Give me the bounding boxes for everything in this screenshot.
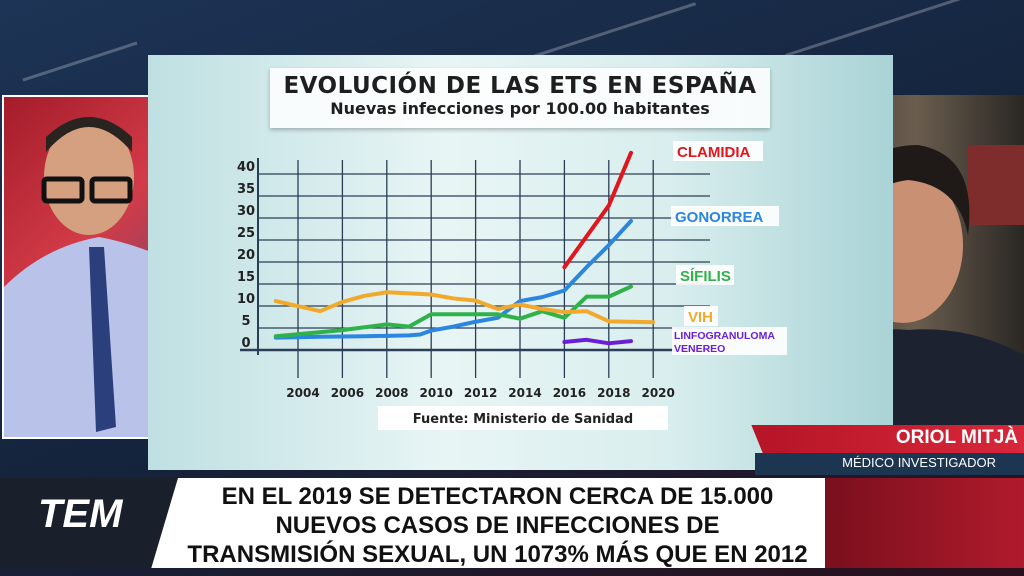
y-tick-label: 40	[237, 160, 255, 175]
headline-line: TRANSMISIÓN SEXUAL, UN 1073% MÁS QUE EN …	[187, 541, 808, 568]
series-line-clamidia	[562, 150, 633, 270]
series-label: GONORREA	[675, 209, 764, 226]
series-label-box	[676, 265, 734, 285]
guest-role: MÉDICO INVESTIGADOR	[842, 455, 996, 470]
series-label: SÍFILIS	[680, 268, 731, 285]
source-box	[378, 406, 668, 430]
series-label: LINFOGRANULOMA	[674, 330, 775, 342]
grid	[240, 158, 710, 378]
y-tick-label: 25	[237, 226, 255, 241]
series-line-vih	[273, 290, 656, 325]
series-label-box	[684, 306, 718, 326]
y-tick-label: 30	[237, 204, 255, 219]
y-tick-label: 15	[237, 270, 255, 285]
banner-accent	[825, 478, 1024, 568]
y-tick-label: 5	[241, 314, 250, 329]
series-label-box	[672, 327, 787, 355]
role-bar	[755, 453, 1024, 475]
x-tick-label: 2004	[286, 386, 319, 400]
x-tick-label: 2014	[508, 386, 541, 400]
channel-logo: TEM	[0, 478, 178, 568]
series-label: VIH	[688, 309, 713, 326]
x-tick-label: 2012	[464, 386, 497, 400]
guest-name: ORIOL MITJÀ	[895, 427, 1018, 448]
x-tick-label: 2010	[419, 386, 452, 400]
headline-line: EN EL 2019 SE DETECTARON CERCA DE 15.000	[221, 483, 774, 510]
y-tick-label: 20	[237, 248, 255, 263]
headline-banner: EN EL 2019 SE DETECTARON CERCA DE 15.000…	[0, 478, 1024, 568]
series-label: VENEREO	[674, 343, 725, 355]
series-line-linfogranuloma-venereo	[562, 337, 633, 346]
headline: EN EL 2019 SE DETECTARON CERCA DE 15.000…	[150, 478, 825, 568]
logo-text: TEM	[38, 492, 123, 536]
y-tick-label: 35	[237, 182, 255, 197]
x-tick-label: 2008	[375, 386, 408, 400]
chart-title: EVOLUCIÓN DE LAS ETS EN ESPAÑA	[283, 73, 757, 99]
chart-title-box: EVOLUCIÓN DE LAS ETS EN ESPAÑA Nuevas in…	[270, 68, 770, 128]
x-tick-label: 2016	[553, 386, 586, 400]
y-tick-label: 10	[237, 292, 255, 307]
series-label-box	[673, 141, 763, 161]
series-line-sífilis	[273, 284, 633, 339]
y-tick-label: 0	[241, 336, 250, 351]
headline-line: NUEVOS CASOS DE INFECCIONES DE	[275, 512, 720, 539]
x-tick-label: 2020	[641, 386, 674, 400]
lower-third: ORIOL MITJÀ MÉDICO INVESTIGADOR	[740, 425, 1024, 475]
chart-subtitle: Nuevas infecciones por 100.00 habitantes	[330, 99, 710, 118]
x-tick-label: 2006	[331, 386, 364, 400]
series-line-gonorrea	[273, 219, 633, 340]
series-label-box	[671, 206, 779, 226]
x-tick-label: 2018	[597, 386, 630, 400]
series-label: CLAMIDIA	[677, 144, 750, 161]
source-label: Fuente: Ministerio de Sanidad	[413, 412, 633, 427]
name-bar	[751, 425, 1024, 453]
